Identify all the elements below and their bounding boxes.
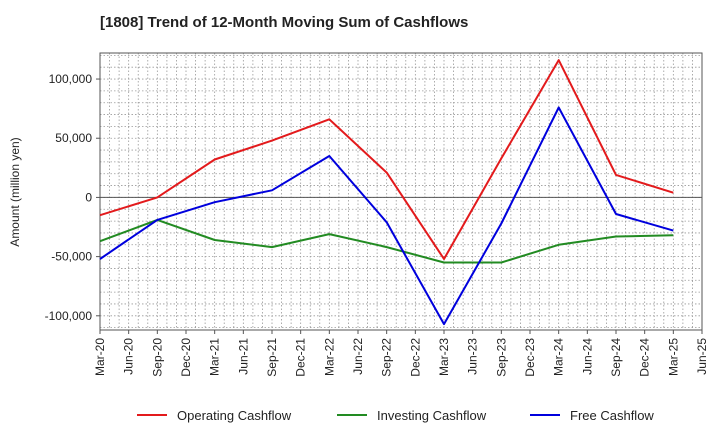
x-axis: Mar-20 Jun-20 Sep-20 Dec-20 Mar-21 Jun-21 Sep-…	[93, 330, 709, 377]
x-tick-label: Sep-23	[494, 338, 508, 377]
series-line-free-cashflow	[99, 106, 674, 326]
x-tick-label: Dec-22	[408, 338, 422, 377]
x-tick-label: Mar-21	[208, 338, 222, 376]
x-tick-label: Jun-24	[580, 338, 594, 375]
x-tick-label: Jun-25	[695, 338, 709, 375]
x-tick-label: Sep-21	[265, 338, 279, 377]
x-tick-label: Mar-25	[666, 338, 680, 376]
legend-label: Investing Cashflow	[377, 408, 487, 423]
x-tick-label: Dec-24	[638, 338, 652, 377]
x-tick-label: Dec-20	[179, 338, 193, 377]
y-tick-label: 50,000	[55, 131, 92, 145]
plot-frame	[99, 52, 703, 331]
y-axis-title: Amount (million yen)	[8, 137, 22, 246]
y-tick-label: 100,000	[49, 72, 93, 86]
series-layer	[99, 59, 674, 326]
grid-layer	[100, 53, 702, 330]
legend-label: Free Cashflow	[570, 408, 654, 423]
y-tick-label: -100,000	[45, 309, 93, 323]
x-tick-label: Mar-23	[437, 338, 451, 376]
x-tick-label: Jun-21	[236, 338, 250, 375]
y-tick-label: 0	[85, 190, 92, 204]
x-tick-label: Sep-20	[150, 338, 164, 377]
x-tick-label: Sep-24	[609, 338, 623, 377]
x-tick-label: Jun-23	[466, 338, 480, 375]
x-tick-label: Mar-22	[322, 338, 336, 376]
x-tick-label: Mar-24	[552, 338, 566, 376]
y-tick-label: -50,000	[51, 250, 92, 264]
chart-title: [1808] Trend of 12-Month Moving Sum of C…	[100, 14, 469, 31]
x-tick-label: Sep-22	[380, 338, 394, 377]
x-tick-label: Dec-23	[523, 338, 537, 377]
x-tick-label: Mar-20	[93, 338, 107, 376]
x-tick-label: Jun-20	[122, 338, 136, 375]
y-axis: 100,000 50,000 0 -50,000 -100,000	[45, 72, 100, 323]
legend: Operating Cashflow Investing Cashflow Free…	[137, 408, 654, 423]
legend-label: Operating Cashflow	[177, 408, 292, 423]
x-tick-label: Jun-22	[351, 338, 365, 375]
x-tick-label: Dec-21	[294, 338, 308, 377]
series-line-investing-cashflow	[99, 218, 674, 264]
series-line-operating-cashflow	[99, 59, 674, 260]
